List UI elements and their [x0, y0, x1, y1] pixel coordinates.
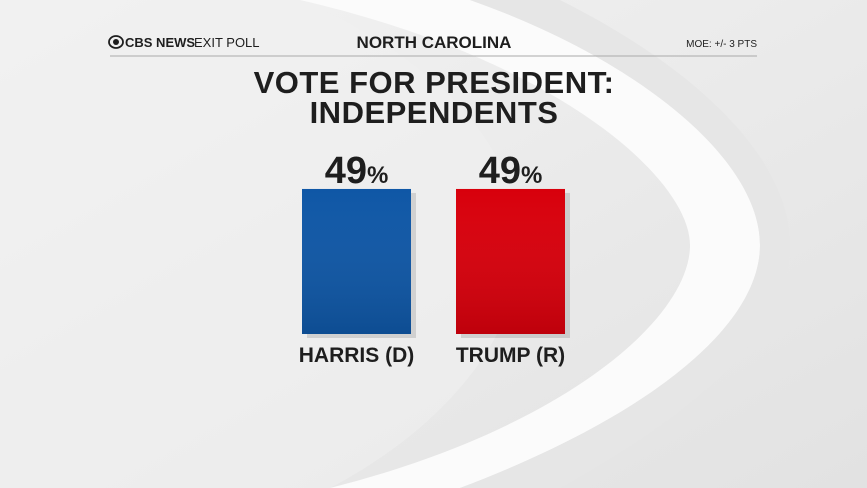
- background-curve: [460, 0, 790, 488]
- value-label: 49%: [479, 150, 543, 192]
- background-curve: [300, 0, 760, 488]
- value-label: 49%: [325, 150, 389, 192]
- sub-brand: EXIT POLL: [194, 35, 260, 50]
- moe: MOE: +/- 3 PTS: [686, 39, 757, 50]
- chart-title: VOTE FOR PRESIDENT:: [254, 65, 615, 100]
- cbs-eye: [108, 35, 124, 49]
- x-tick-label: TRUMP (R): [456, 344, 565, 367]
- bar-shade: [302, 188, 411, 334]
- background-curve: [0, 0, 520, 488]
- chart-title: INDEPENDENTS: [310, 95, 559, 130]
- region: NORTH CAROLINA: [357, 33, 512, 52]
- bar-shade: [456, 188, 565, 334]
- x-tick-label: HARRIS (D): [299, 344, 415, 367]
- brand: CBS NEWS: [125, 35, 195, 50]
